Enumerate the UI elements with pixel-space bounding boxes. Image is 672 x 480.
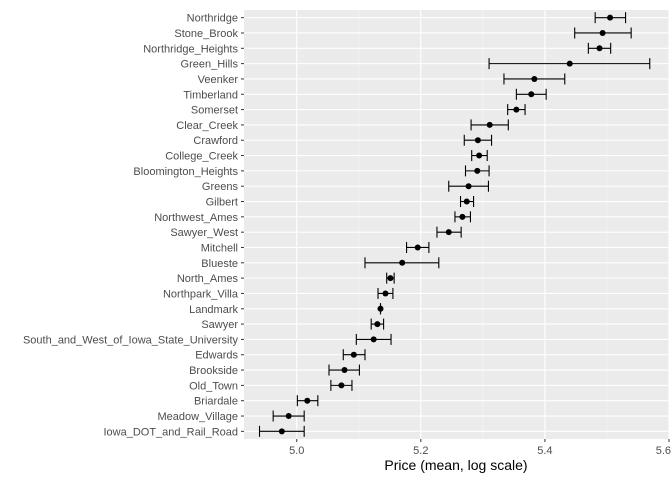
y-tick-label: Northridge_Heights [143, 43, 238, 55]
data-point [513, 106, 520, 113]
grid-lines [244, 10, 670, 439]
data-point [341, 367, 348, 374]
data-point [377, 305, 384, 312]
y-tick-label: Edwards [195, 350, 238, 362]
data-point [486, 121, 493, 128]
data-point [445, 229, 452, 236]
y-tick-label: Mitchell [201, 242, 238, 254]
points [278, 14, 614, 435]
data-point [374, 321, 381, 328]
y-tick-label: Northwest_Ames [154, 212, 238, 224]
x-tick-label: 5.4 [537, 445, 552, 457]
data-point [476, 152, 483, 159]
data-point [528, 91, 535, 98]
y-tick-label: College_Creek [165, 151, 238, 163]
data-point [459, 213, 466, 220]
y-tick-label: Old_Town [189, 380, 238, 392]
y-tick-label: Meadow_Village [157, 411, 238, 423]
y-tick-label: Brookside [189, 365, 238, 377]
y-tick-label: Timberland [183, 89, 238, 101]
y-tick-label: Landmark [189, 304, 238, 316]
y-tick-label: Stone_Brook [174, 28, 238, 40]
x-axis-title: Price (mean, log scale) [384, 457, 527, 473]
data-point [382, 290, 389, 297]
data-point [387, 275, 394, 282]
y-tick-label: Northpark_Villa [163, 288, 239, 300]
y-tick-label: Blueste [201, 258, 238, 270]
y-tick-label: Sawyer_West [170, 227, 238, 239]
data-point [474, 137, 481, 144]
data-point [607, 14, 614, 21]
data-point [599, 29, 606, 36]
data-point [370, 336, 377, 343]
x-tick-label: 5.2 [413, 445, 428, 457]
data-point [531, 75, 538, 82]
data-point [463, 198, 470, 205]
y-axis-labels: Northridge Stone_Brook Northridge_Heights G… [23, 13, 244, 438]
x-axis-labels: 5.0 5.2 5.4 5.6 [289, 439, 671, 457]
data-point [596, 45, 603, 52]
x-tick-label: 5.6 [656, 445, 671, 457]
data-point [285, 413, 292, 420]
data-point [350, 351, 357, 358]
y-tick-label: Crawford [193, 135, 238, 147]
data-point [304, 397, 311, 404]
y-tick-label: Iowa_DOT_and_Rail_Road [103, 426, 238, 438]
data-point [278, 428, 285, 435]
y-tick-label: Veenker [198, 74, 239, 86]
data-point [566, 60, 573, 67]
data-point [414, 244, 421, 251]
y-tick-label: Northridge [187, 13, 238, 25]
y-tick-label: Sawyer [201, 319, 238, 331]
y-tick-label: Green_Hills [181, 59, 239, 71]
y-tick-label: Greens [202, 181, 239, 193]
x-tick-label: 5.0 [289, 445, 304, 457]
y-tick-label: Clear_Creek [176, 120, 238, 132]
data-point [399, 259, 406, 266]
y-tick-label: Somerset [191, 105, 238, 117]
y-tick-label: South_and_West_of_Iowa_State_University [23, 334, 239, 346]
data-point [338, 382, 345, 389]
data-point [465, 183, 472, 190]
plot-panel [244, 10, 669, 439]
y-tick-label: North_Ames [177, 273, 239, 285]
y-tick-label: Gilbert [206, 197, 238, 209]
data-point [474, 167, 481, 174]
y-tick-label: Bloomington_Heights [133, 166, 238, 178]
y-tick-label: Briardale [194, 396, 238, 408]
